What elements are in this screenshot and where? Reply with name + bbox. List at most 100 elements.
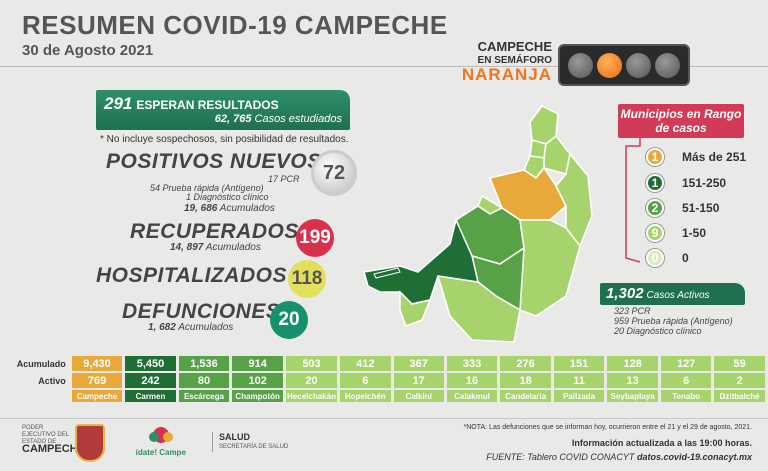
municipios-legend-title: Municipios en Rango de casos (618, 104, 744, 138)
municipio-name: Dzitbalché (714, 390, 765, 402)
legend-range-3: 51-150 (682, 201, 720, 215)
salud-logo-big: SALUD (219, 432, 250, 442)
positivos-count-badge: 72 (311, 150, 357, 196)
hospitalizados-label: HOSPITALIZADOS (96, 264, 287, 287)
header-divider (0, 66, 768, 67)
activos-value: 1,302 (606, 285, 644, 302)
defunciones-label: DEFUNCIONES (122, 300, 281, 323)
esperan-resultados-banner: 291 ESPERAN RESULTADOS 62, 765 Casos estu… (96, 90, 350, 130)
table-row-activo: Activo 769 242 80 102 20 6 17 16 18 11 1… (9, 373, 765, 388)
semaforo-line2: EN SEMÁFORO (477, 55, 552, 66)
traffic-light-green (655, 52, 680, 78)
traffic-light-yellow (626, 52, 651, 78)
municipio-name: Calakmul (446, 390, 498, 402)
traffic-light (558, 44, 690, 86)
positivos-acumulados: 19, 686 Acumulados (184, 203, 275, 214)
salud-logo: SALUD SECRETARÍA DE SALUD (212, 432, 288, 452)
legend-row-3: 2 51-150 (646, 199, 719, 217)
map-isla-carmen (373, 267, 401, 279)
municipio-name: Campeche (71, 390, 123, 402)
positivos-rapida: 54 Prueba rápida (Antígeno) (150, 183, 264, 193)
municipio-name: Tenabo (661, 390, 712, 402)
activos-rapida: 959 Prueba rápida (Antígeno) (614, 316, 733, 326)
table-cell: 367 (393, 356, 444, 371)
salud-logo-small: SECRETARÍA DE SALUD (219, 444, 289, 450)
semaforo-line3: NARANJA (461, 65, 552, 84)
semaforo-label: CAMPECHE EN SEMÁFORO NARANJA (454, 39, 552, 84)
table-cell: 18 (500, 373, 551, 388)
legend-count-4: 9 (646, 224, 664, 242)
row-header-activo: Activo (38, 375, 66, 386)
municipio-name: Hopelchén (339, 390, 391, 402)
traffic-light-red (568, 52, 593, 78)
recuperados-label: RECUPERADOS (130, 220, 299, 243)
state-seal-icon (75, 424, 105, 462)
table-cell: 128 (607, 356, 659, 371)
legend-row-2: 1 151-250 (646, 174, 726, 192)
footer-update-info: Información actualizada a las 19:00 hora… (571, 438, 752, 448)
casos-estudiados-label: Casos estudiados (254, 113, 342, 125)
legend-count-1: 1 (646, 148, 664, 166)
map-candelaria (436, 275, 521, 343)
activos-clinico: 20 Diagnóstico clínico (614, 326, 702, 336)
legend-row-1: 1 Más de 251 (646, 148, 746, 166)
table-cell: 102 (232, 373, 284, 388)
table-cell: 127 (661, 356, 712, 371)
table-cell: 6 (339, 373, 391, 388)
footer-note: *NOTA: Las defunciones que se informan h… (463, 424, 752, 431)
map-carmen (363, 217, 479, 305)
municipio-name: Calkiní (393, 390, 444, 402)
traffic-light-orange (597, 52, 622, 78)
table-cell: 16 (446, 373, 498, 388)
table-cell: 11 (553, 373, 605, 388)
municipio-name: Hecelchakán (286, 390, 337, 402)
footer-divider (0, 418, 768, 419)
report-date: 30 de Agosto 2021 (22, 42, 154, 59)
esperan-label: ESPERAN RESULTADOS (136, 98, 279, 112)
map-dzitbalche (529, 139, 547, 159)
recuperados-count-badge: 199 (296, 219, 334, 257)
legend-count-2: 1 (646, 174, 664, 192)
table-cell: 13 (607, 373, 659, 388)
municipios-table: Acumulado 9,430 5,450 1,536 914 503 412 … (6, 354, 768, 404)
map-hecelchakan (543, 134, 571, 175)
defunciones-acum-label: Acumulados (178, 322, 234, 333)
table-cell: 914 (232, 356, 284, 371)
positivos-acum-value: 19, 686 (184, 203, 218, 214)
footer-source-label: FUENTE: Tablero COVID CONACYT (486, 452, 635, 462)
esperan-note: * No incluye sospechosos, sin posibilida… (100, 134, 349, 145)
gobierno-logo-big: CAMPECHE (22, 443, 85, 455)
positivos-pcr: 17 PCR (268, 174, 300, 184)
legend-count-3: 2 (646, 199, 664, 217)
activos-pcr: 323 PCR (614, 306, 651, 316)
legend-range-1: Más de 251 (682, 150, 747, 164)
legend-row-4: 9 1-50 (646, 224, 706, 242)
semaforo-line1: CAMPECHE (477, 39, 552, 54)
table-cell: 20 (286, 373, 337, 388)
activos-label: Casos Activos (646, 290, 710, 301)
defunciones-acumulados: 1, 682 Acumulados (148, 322, 233, 333)
cuidate-logo-text: ¡Cuídate! Campeche (136, 448, 186, 457)
activos-breakdown: 323 PCR 959 Prueba rápida (Antígeno) 20 … (614, 306, 733, 336)
positivos-acum-label: Acumulados (219, 203, 275, 214)
table-cell: 6 (661, 373, 712, 388)
recuperados-acum-label: Acumulados (205, 242, 261, 253)
municipio-name: Carmen (125, 390, 176, 402)
legend-count-5: 0 (646, 249, 664, 267)
positivos-clinico: 1 Diagnóstico clínico (186, 192, 269, 202)
footer-source-url: datos.covid-19.conacyt.mx (636, 452, 752, 462)
legend-connector (625, 138, 641, 263)
table-row-names: Campeche Carmen Escárcega Champotón Hece… (9, 390, 765, 402)
table-cell: 5,450 (125, 356, 176, 371)
map-calakmul (519, 219, 581, 317)
recuperados-acum-value: 14, 897 (170, 242, 204, 253)
defunciones-acum-value: 1, 682 (148, 322, 176, 333)
casos-activos-banner: 1,302 Casos Activos (600, 283, 745, 305)
legend-range-5: 0 (682, 251, 689, 265)
table-cell: 412 (339, 356, 391, 371)
recuperados-acumulados: 14, 897 Acumulados (170, 242, 261, 253)
municipio-name: Palizada (553, 390, 605, 402)
gobierno-logo: PODER EJECUTIVO DEL ESTADO DE CAMPECHE (22, 425, 122, 455)
table-cell: 503 (286, 356, 337, 371)
defunciones-count-badge: 20 (270, 301, 308, 339)
